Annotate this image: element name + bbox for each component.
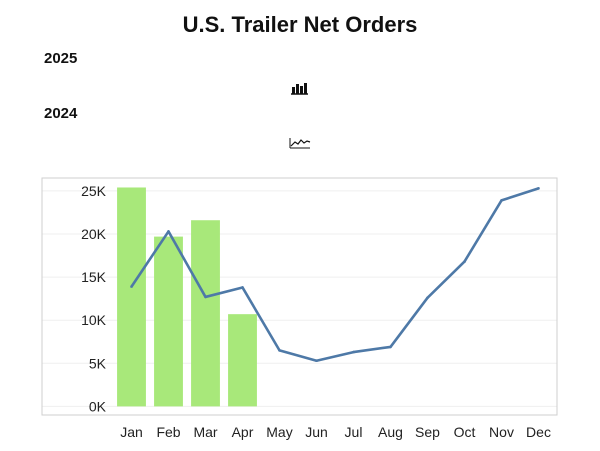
point-aug[interactable] xyxy=(389,345,392,349)
point-may[interactable] xyxy=(278,349,281,352)
point-sep[interactable] xyxy=(426,296,429,300)
x-tick-label-may: May xyxy=(266,424,292,440)
plot-frame xyxy=(41,177,558,416)
bar-mar[interactable] xyxy=(191,220,220,407)
x-tick-label-aug: Aug xyxy=(378,424,403,440)
bar-series-2025 xyxy=(117,187,257,407)
bar-apr[interactable] xyxy=(228,314,257,407)
point-jan[interactable] xyxy=(130,285,133,288)
x-tick-label-jul: Jul xyxy=(345,424,363,440)
bar-chart-icon[interactable] xyxy=(289,80,309,96)
y-axis-ticks: 0K 5K 10K 15K 20K 25K xyxy=(81,183,107,414)
x-axis-ticks: Jan Feb Mar Apr May Jun Jul Aug Sep Oct Nov Dec xyxy=(120,424,551,440)
line-series-2024 xyxy=(130,187,540,363)
y-tick-label: 25K xyxy=(81,183,107,199)
x-tick-label-dec: Dec xyxy=(526,424,551,440)
point-feb[interactable] xyxy=(167,230,170,233)
y-tick-label: 10K xyxy=(81,312,107,328)
point-apr[interactable] xyxy=(241,286,244,289)
x-tick-label-jan: Jan xyxy=(120,424,143,440)
x-tick-label-apr: Apr xyxy=(232,424,254,440)
y-tick-label: 20K xyxy=(81,226,107,242)
point-nov[interactable] xyxy=(500,199,503,202)
legend-label-2025: 2025 xyxy=(44,50,78,67)
x-tick-label-oct: Oct xyxy=(454,424,476,440)
line-chart-icon[interactable] xyxy=(289,136,311,150)
y-tick-label: 15K xyxy=(81,269,107,285)
x-tick-label-sep: Sep xyxy=(415,424,440,440)
bar-jan[interactable] xyxy=(117,187,146,407)
point-dec[interactable] xyxy=(537,187,540,190)
x-tick-label-feb: Feb xyxy=(156,424,180,440)
point-oct[interactable] xyxy=(463,260,466,263)
point-jun[interactable] xyxy=(315,359,318,363)
y-tick-label: 5K xyxy=(89,355,107,371)
legend-label-2024: 2024 xyxy=(44,105,78,122)
x-tick-label-jun: Jun xyxy=(305,424,328,440)
bar-feb[interactable] xyxy=(154,236,183,407)
line-2024[interactable] xyxy=(130,187,539,363)
chart-title: U.S. Trailer Net Orders xyxy=(182,12,418,37)
x-tick-label-nov: Nov xyxy=(489,424,514,440)
point-jul[interactable] xyxy=(352,350,355,354)
y-tick-label: 0K xyxy=(89,398,107,414)
point-mar[interactable] xyxy=(204,295,207,299)
x-tick-label-mar: Mar xyxy=(193,424,217,440)
